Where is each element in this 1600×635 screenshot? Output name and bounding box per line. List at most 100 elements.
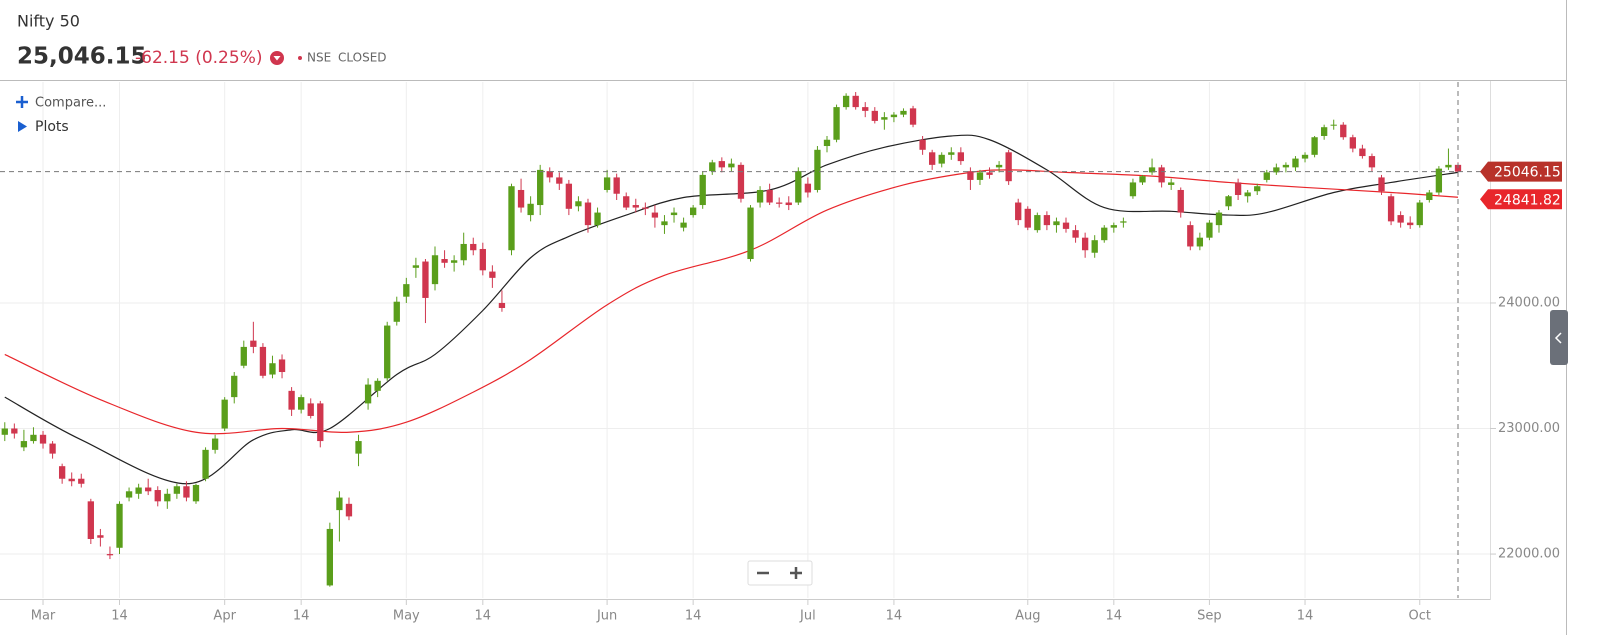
x-tick-label: 14 [111, 609, 128, 624]
candle-body [537, 169, 544, 206]
candle-body [661, 221, 668, 226]
x-tick-label: 14 [886, 609, 903, 624]
candle-body [1081, 237, 1089, 251]
candle-body [1177, 189, 1184, 213]
candle-body [623, 196, 630, 208]
candle-body [642, 207, 649, 209]
candle-body [450, 260, 458, 263]
candle-body [1043, 215, 1051, 226]
overlay: 25046.15 24841.82 [0, 82, 1562, 598]
candle-body [211, 438, 219, 450]
plots-button[interactable]: Plots [35, 119, 69, 135]
candle-body [269, 363, 276, 375]
candle-body [957, 152, 965, 162]
candle-body [546, 171, 553, 178]
candle-body [106, 554, 114, 556]
zoom-in[interactable] [790, 567, 802, 579]
candle-body [1072, 230, 1079, 238]
moving-average-label: 24841.82 [1494, 192, 1561, 208]
candle-body [1301, 154, 1309, 159]
candle-body [1139, 176, 1146, 183]
candle-body [441, 259, 448, 263]
candle-body [1234, 182, 1242, 195]
x-tick-label: Mar [31, 609, 56, 624]
candle-body [240, 346, 247, 366]
candle-body [470, 243, 477, 251]
candle-body [1340, 124, 1347, 138]
x-tick-label: Jun [596, 609, 617, 624]
last-price-label: 25046.15 [1494, 165, 1561, 181]
candle-body [1263, 172, 1270, 180]
compare-button[interactable]: Compare... [35, 96, 106, 111]
candle-body [1397, 215, 1404, 223]
compare-icon[interactable] [16, 96, 28, 108]
grid: 22000.00 23000.00 24000.00 Mar 14 Apr 14 May 14 J… [0, 82, 1560, 624]
candle-body [1129, 182, 1137, 197]
candle-body [508, 186, 515, 251]
candle-body [1091, 240, 1098, 253]
candle-body [756, 189, 764, 203]
candle-body [919, 139, 926, 150]
candle-body [1015, 202, 1022, 221]
market-status: CLOSED [338, 51, 387, 65]
candle-body [278, 359, 286, 373]
x-tick-label: Sep [1197, 609, 1222, 624]
toggle-arrow [1554, 332, 1562, 344]
candle-body [298, 397, 305, 410]
candle-body [776, 202, 783, 204]
candle-body [125, 491, 133, 498]
candle-body [1378, 177, 1385, 192]
candle-body [403, 284, 410, 297]
candle-body [1215, 212, 1223, 226]
candle-body [900, 110, 907, 115]
candle-body [565, 183, 573, 209]
x-tick-label: 14 [685, 609, 702, 624]
candle-body [460, 243, 467, 261]
candle-body [87, 501, 94, 539]
candle-body [1053, 221, 1060, 226]
candle-body [728, 163, 735, 168]
y-tick-label: 22000.00 [1498, 547, 1560, 562]
candle-body [948, 152, 955, 155]
y-tick-label: 23000.00 [1498, 421, 1560, 436]
candle-body [670, 212, 678, 216]
candle-body [517, 189, 525, 208]
candle-body [556, 177, 563, 184]
x-tick-label: 14 [293, 609, 310, 624]
candle-body [833, 107, 840, 140]
candle-body [39, 434, 47, 444]
candle-body [49, 443, 56, 454]
candle-body [1407, 222, 1414, 226]
side-panel-toggle[interactable] [1550, 310, 1568, 365]
candle-body [393, 301, 400, 322]
candle-body [1101, 227, 1108, 241]
candle-body [613, 177, 620, 194]
candle-body [1282, 164, 1290, 168]
index-title: Nifty 50 [17, 12, 80, 31]
candle-body [68, 478, 75, 482]
candle-body [929, 152, 936, 165]
candle-body [967, 171, 974, 180]
candle-body [183, 486, 190, 498]
candle-body [1120, 221, 1127, 223]
candle-body [1024, 208, 1031, 228]
candles [1, 92, 1462, 587]
candle-body [364, 384, 372, 404]
candle-body [1148, 167, 1156, 173]
candle-body [718, 161, 725, 168]
candle-body [1368, 156, 1376, 168]
change: -62.15 (0.25%) [135, 48, 262, 68]
candle-body [842, 95, 850, 108]
candle-body [1330, 124, 1337, 126]
moving-average-line [4, 169, 1459, 435]
x-tick-label: 14 [1297, 609, 1314, 624]
x-tick-label: Jul [799, 609, 816, 624]
candle-body [1454, 164, 1462, 172]
plots-icon[interactable] [18, 121, 27, 132]
candle-body [231, 375, 238, 398]
candle-body [995, 164, 1003, 168]
candle-body [632, 205, 639, 208]
candle-body [259, 346, 267, 376]
candle-body [1168, 182, 1175, 185]
